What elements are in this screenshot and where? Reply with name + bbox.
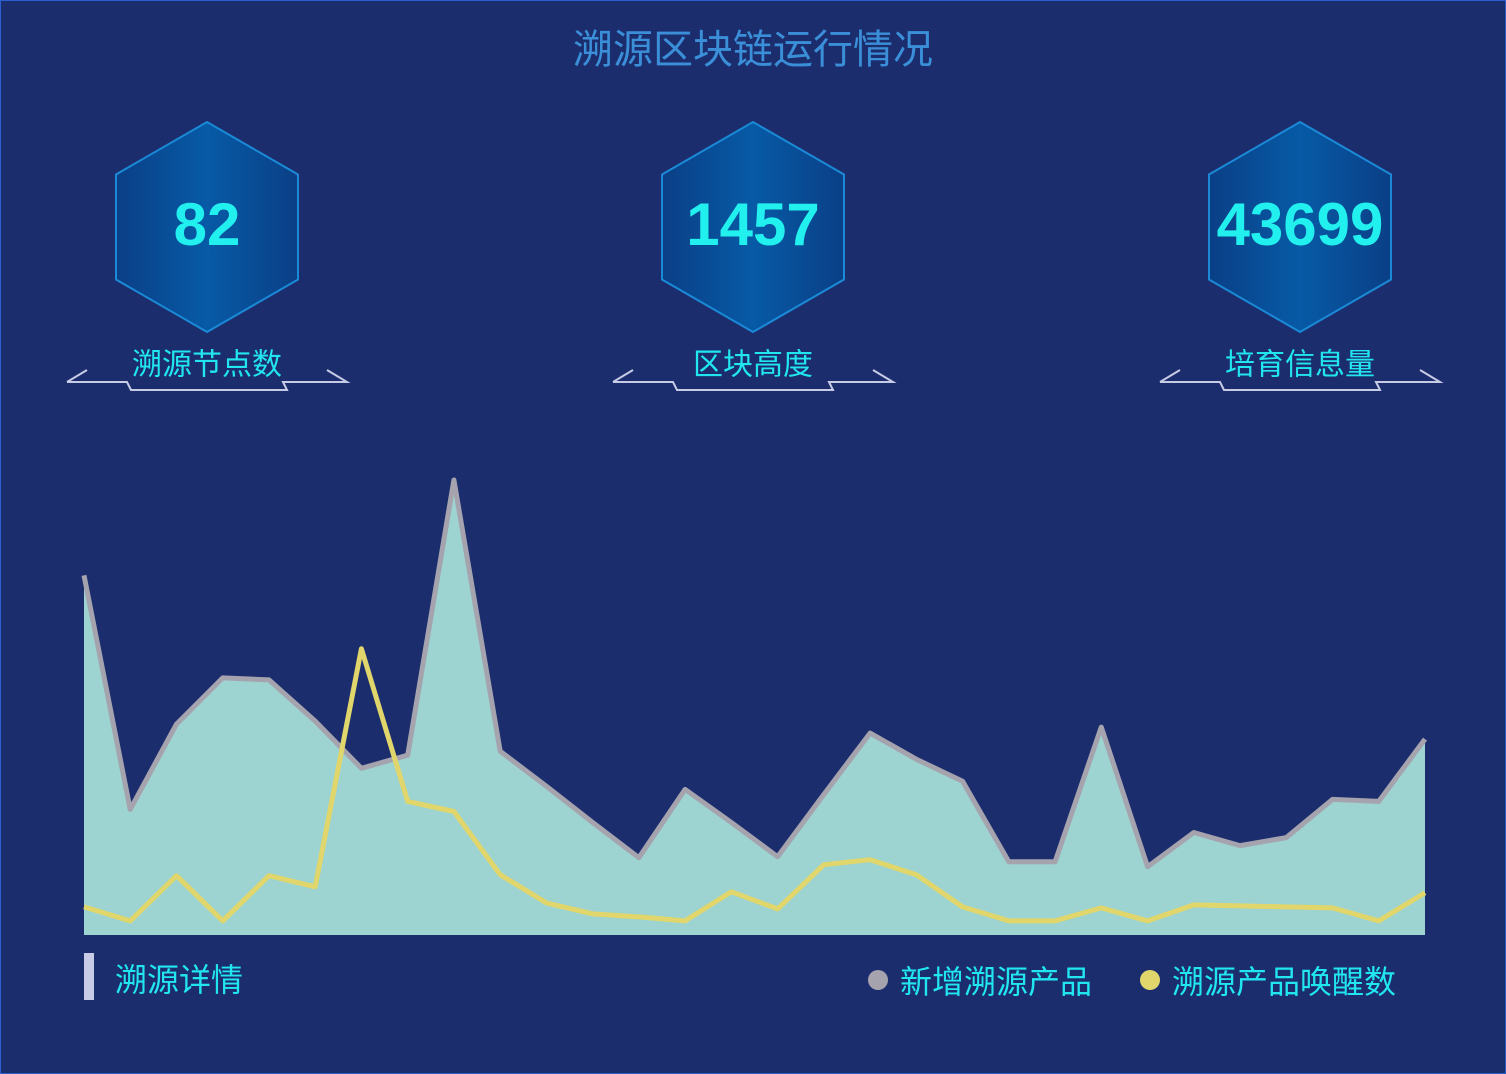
stat-value: 43699	[1217, 191, 1384, 258]
label-decoration	[612, 369, 897, 391]
stat-value: 82	[174, 191, 241, 258]
legend-label: 新增溯源产品	[900, 963, 1092, 1001]
label-decoration	[66, 369, 351, 391]
hexagon	[115, 120, 299, 334]
hexagon	[1208, 120, 1392, 334]
legend-label: 溯源产品唤醒数	[1172, 963, 1396, 1001]
label-decoration	[1159, 369, 1444, 391]
legend-marker	[868, 970, 888, 990]
legend-marker	[1140, 970, 1160, 990]
line	[81, 477, 1428, 870]
stat-label: 区块高度	[693, 348, 813, 383]
stats: 82 溯源节点数 1457 区块高度 43699 培育信息量	[66, 120, 1444, 391]
chart	[81, 477, 1428, 935]
stat-label: 培育信息量	[1225, 348, 1375, 383]
section-marker	[84, 953, 94, 1000]
hexagon	[661, 120, 845, 334]
stat-value: 1457	[686, 191, 819, 258]
area	[84, 480, 1425, 935]
line	[83, 646, 1427, 924]
stat-label: 溯源节点数	[132, 348, 282, 383]
page-title: 溯源区块链运行情况	[573, 27, 933, 73]
section-title: 溯源详情	[115, 961, 243, 999]
